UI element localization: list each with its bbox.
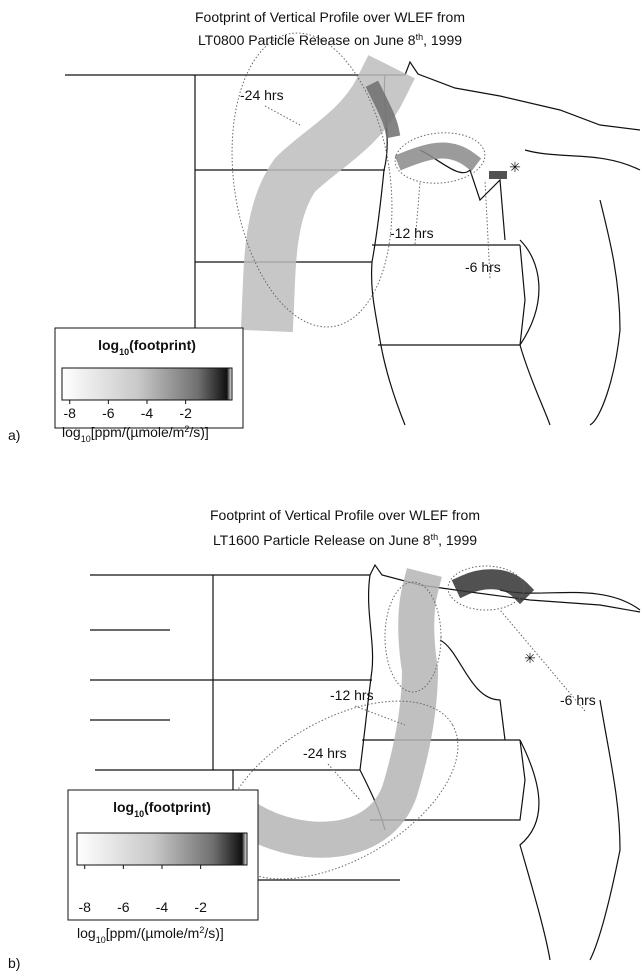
colorbar-title-part: (footprint) [129,337,196,353]
state-border [519,239,551,426]
annotation: -6 hrs [560,692,596,708]
colorbar-tick-label: -6 [102,405,115,421]
colorbar-units-part: 10 [81,434,91,444]
colorbar-tick-label: -8 [79,899,92,915]
colorbar-title-part: 10 [134,809,144,819]
annotation: -12 hrs [330,687,374,703]
footprint-area [394,142,482,172]
annotation: -12 hrs [390,225,434,241]
title-line-part: LT0800 Particle Release on June 8 [198,32,416,48]
state-border [359,574,386,831]
colorbar [76,832,248,866]
state-border [90,575,214,681]
title-line-part: th [416,32,424,42]
colorbar-title-part: log [113,799,134,815]
state-border [65,60,641,131]
leader-line [327,763,361,801]
site-marker: ✳ [509,159,521,175]
state-border [378,244,526,346]
state-border [370,739,526,821]
trajectory-outline [384,581,442,693]
colorbar-tick-label: -2 [194,899,207,915]
colorbar-title-part: (footprint) [144,799,211,815]
title-line: LT0800 Particle Release on June 8th, 199… [198,32,462,48]
trajectory-outline [231,32,393,328]
annotation: -6 hrs [465,259,501,275]
colorbar-units-part: /s)] [204,925,223,941]
state-border [90,563,641,613]
state-border [95,680,214,771]
colorbar-title: log10(footprint) [98,337,196,357]
footprint-area [365,80,401,139]
colorbar-units-part: 2 [199,925,204,935]
annotation: -24 hrs [303,745,347,761]
colorbar-tick-label: -4 [156,899,169,915]
site-marker: ✳ [524,650,536,666]
colorbar-units-part: log [62,424,81,440]
title-line-part: , 1999 [423,32,462,48]
title-line-part: , 1999 [438,532,477,548]
state-border [524,149,641,171]
colorbar-units-part: 10 [96,935,106,945]
colorbar-tick-label: -6 [117,899,130,915]
colorbar-units-part: log [77,925,96,941]
title-line: Footprint of Vertical Profile over WLEF … [195,9,465,25]
colorbar-units-part: /s)] [189,424,208,440]
state-border [519,739,551,961]
colorbar-title-part: log [98,337,119,353]
trajectory-outline [447,565,525,611]
state-border [439,639,506,741]
colorbar-units-part: [ppm/(µmole/m [91,424,185,440]
state-border [370,74,406,426]
panel-label: a) [8,427,20,443]
leader-line [354,705,406,726]
colorbar-units-part: 2 [184,424,189,434]
leader-line [499,609,586,712]
title-line-part: th [431,532,439,542]
title-line-part: LT1600 Particle Release on June 8 [213,532,431,548]
leader-line [484,179,491,279]
state-border [589,699,621,961]
trajectory-outline [394,132,486,184]
colorbar-tick-label: -2 [179,405,192,421]
state-border [589,199,621,426]
title-line: LT1600 Particle Release on June 8th, 199… [213,532,477,548]
colorbar-units-part: [ppm/(µmole/m [106,925,200,941]
footprint-area [225,568,442,858]
colorbar-units: log10[ppm/(µmole/m2/s)] [62,424,209,444]
leader-line [264,105,301,126]
panel-label: b) [8,955,20,971]
colorbar [61,367,233,401]
footprint-area [451,569,535,605]
colorbar-title-part: 10 [119,347,129,357]
trajectory-outline [221,700,459,880]
colorbar-tick-label: -4 [141,405,154,421]
annotation: -24 hrs [240,87,284,103]
colorbar-tick-label: -8 [64,405,77,421]
colorbar-units: log10[ppm/(µmole/m2/s)] [77,925,224,945]
colorbar-title: log10(footprint) [113,799,211,819]
title-line: Footprint of Vertical Profile over WLEF … [210,507,480,523]
footprint-area [240,55,415,333]
